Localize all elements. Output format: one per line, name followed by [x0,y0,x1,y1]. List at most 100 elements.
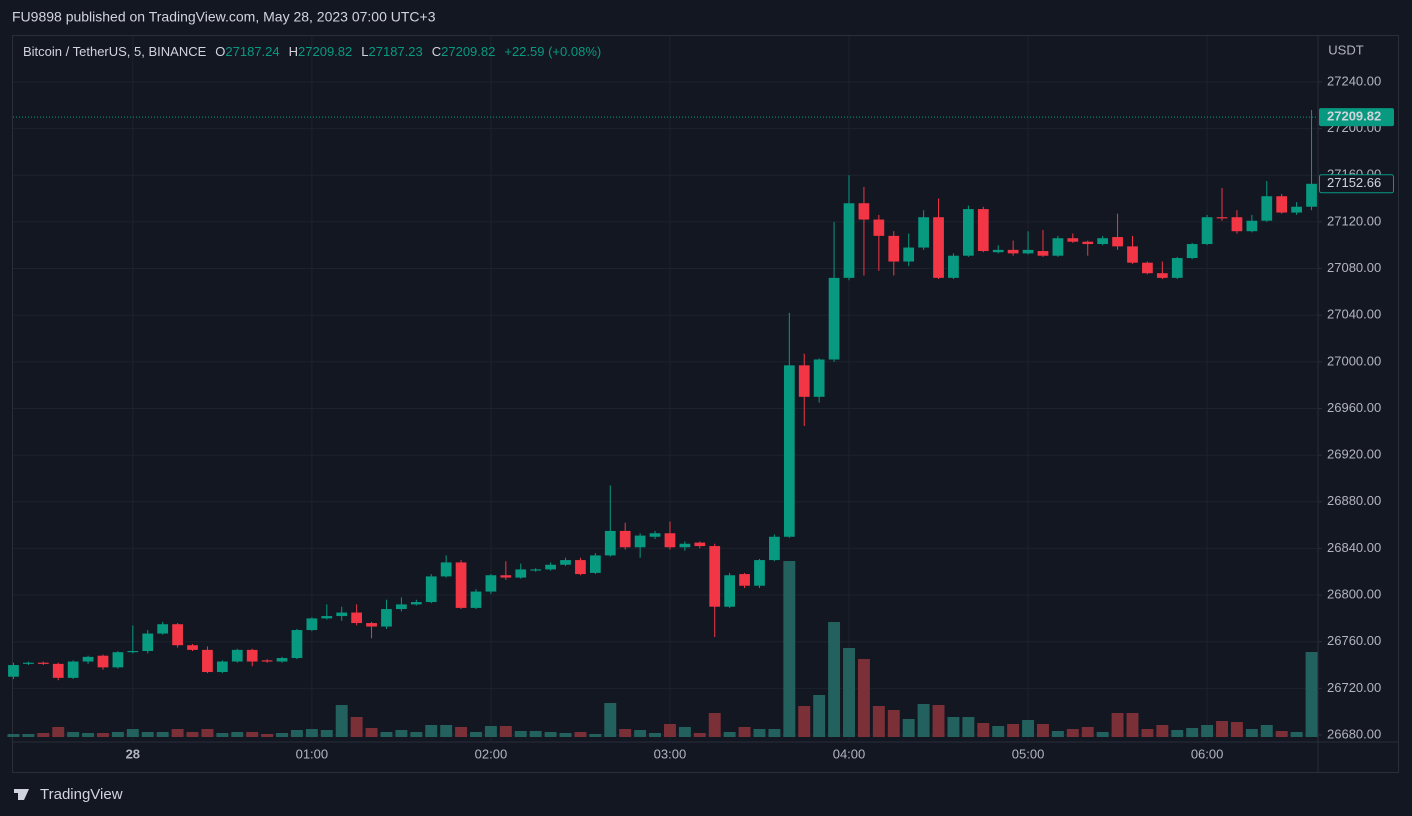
candle-body [545,564,556,570]
candle-body [560,560,571,565]
volume-bar [1156,725,1169,737]
volume-bar [962,717,975,737]
candle-body [724,575,736,607]
volume-bar [649,733,662,737]
candle-body [664,533,676,548]
volume-bar [1201,725,1214,737]
candle-body [1231,217,1243,232]
volume-bar [1066,729,1079,737]
volume-bar [678,727,691,737]
candle-body [351,612,363,624]
candle-body [649,533,661,537]
volume-bar [425,725,438,737]
candle-body [500,575,512,578]
volume-bar [887,710,900,737]
candle-body [515,569,527,578]
volume-bar [216,733,229,737]
candle-body [1171,258,1183,278]
y-tick-label: 26920.00 [1327,447,1381,462]
candle-body [1246,220,1258,232]
candle-body [1127,246,1138,263]
volume-bar [768,729,781,737]
candle-body [1007,249,1019,254]
volume-bar [1305,652,1318,737]
candle-body [828,277,840,360]
volume-bar [246,732,259,737]
candle-body [142,633,154,652]
candle-body [634,535,646,548]
candle-body [918,217,929,248]
candle-body [410,602,422,605]
volume-bar [559,733,572,737]
volume-bar [1126,713,1139,737]
volume-bar [380,732,393,737]
candle-body [67,661,79,678]
volume-bar [723,732,736,737]
volume-bar [843,648,855,737]
legend-value: 27209.82 [298,44,352,59]
candle-body [933,217,944,278]
candle-body [1037,251,1049,256]
legend-value: 27187.24 [225,44,279,59]
volume-bar [171,729,184,737]
volume-bar [231,732,244,737]
header: FU9898 published on TradingView.com, May… [12,9,436,25]
x-tick-label: 04:00 [833,746,866,761]
candle-body [783,365,795,537]
volume-bar [201,729,214,737]
candle-body [1142,262,1153,274]
volume-bar [7,734,20,737]
marker-price-badge [1319,174,1394,194]
volume-bar [22,734,35,737]
candle-body [187,645,198,650]
y-tick-label: 26880.00 [1327,493,1381,508]
volume-bar [798,706,811,737]
x-tick-label: 05:00 [1012,746,1045,761]
candle-body [157,624,169,634]
candle-body [396,604,407,610]
candle-body [37,662,49,664]
volume-bar [410,732,423,737]
candle-body [470,591,482,608]
volume-bar [857,659,870,737]
volume-bar [1022,720,1035,737]
volume-bar [261,734,274,737]
candle-body [604,530,616,556]
volume-bar [544,732,557,737]
candle-body [843,203,855,278]
y-tick-label: 26800.00 [1327,586,1381,601]
candle-body [1201,217,1213,245]
candle-body [231,649,243,662]
y-tick-label: 26960.00 [1327,400,1381,415]
legend-label: H [289,44,298,59]
candle-body [172,624,183,646]
y-unit: USDT [1328,42,1363,57]
legend-label: C [432,44,441,59]
candle-body [440,562,452,577]
candle-body [216,661,228,673]
volume-bar [305,729,318,737]
candle-body [455,562,467,608]
footer: TradingView [40,786,123,803]
candle-body [1276,196,1288,213]
candle-body [23,662,34,664]
volume-bar [37,733,50,737]
candle-body [8,665,19,677]
legend: Bitcoin / TetherUS, 5, BINANCE O27187.24 H… [23,44,601,59]
volume-bar [52,727,65,737]
candle-body [769,536,780,561]
volume-bar [813,695,826,737]
volume-bar [1230,722,1243,737]
volume-bar [1245,729,1258,737]
candle-body [873,219,885,236]
volume-bar [947,717,960,737]
volume-bar [455,727,468,737]
volume-bar [753,729,766,737]
candle-body [366,623,377,627]
candle-body [82,656,94,662]
volume-bar [276,733,288,737]
candle-body [948,255,959,278]
volume-bar [1096,732,1109,737]
volume-bar [992,726,1005,737]
